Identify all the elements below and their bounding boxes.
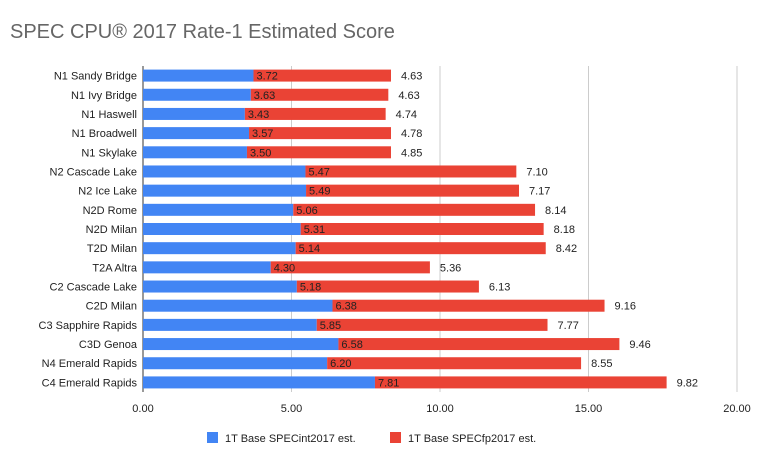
category-label: N1 Broadwell [72, 128, 137, 140]
data-label-specfp: 4.78 [401, 128, 422, 140]
bar-specint [143, 261, 271, 274]
x-tick-label: 20.00 [723, 403, 751, 415]
data-label-specint: 5.18 [300, 282, 321, 294]
bar-specint [143, 146, 247, 159]
data-label-specint: 6.20 [330, 358, 351, 370]
bar-specfp [332, 299, 605, 312]
category-label: N4 Emerald Rapids [42, 358, 138, 370]
bar-specfp [374, 376, 667, 389]
bar-specfp [338, 338, 620, 351]
bar-specint [143, 165, 306, 178]
bar-specint [143, 242, 296, 255]
bar-specfp [246, 146, 391, 159]
category-label: N2 Cascade Lake [50, 166, 137, 178]
x-tick-label: 15.00 [575, 403, 603, 415]
data-label-specfp: 4.85 [401, 147, 422, 159]
category-label: C3 Sapphire Rapids [39, 320, 138, 332]
bar-specfp [327, 357, 582, 370]
data-label-specint: 6.38 [335, 301, 356, 313]
data-label-specint: 6.58 [341, 339, 362, 351]
data-label-specfp: 8.14 [545, 205, 566, 217]
data-label-specint: 3.43 [248, 109, 269, 121]
category-label: C4 Emerald Rapids [42, 377, 138, 389]
data-label-specfp: 8.18 [554, 224, 575, 236]
category-label: N2D Milan [86, 224, 137, 236]
category-label: N1 Skylake [81, 147, 137, 159]
category-label: N1 Sandy Bridge [54, 71, 137, 83]
data-label-specfp: 9.82 [677, 377, 698, 389]
category-label: C2D Milan [86, 301, 137, 313]
category-label: C3D Genoa [79, 339, 138, 351]
bar-specfp [316, 318, 548, 331]
bar-specfp [293, 203, 536, 216]
x-tick-label: 10.00 [426, 403, 454, 415]
bar-specint [143, 69, 254, 82]
data-label-specfp: 9.46 [629, 339, 650, 351]
category-label: C2 Cascade Lake [50, 282, 137, 294]
data-label-specint: 5.47 [308, 166, 329, 178]
x-tick-label: 5.00 [281, 403, 302, 415]
bar-specint [143, 107, 245, 120]
bar-specint [143, 127, 250, 140]
category-label: T2D Milan [87, 243, 137, 255]
legend-label-specfp: 1T Base SPECfp2017 est. [408, 433, 536, 445]
data-label-specfp: 7.10 [526, 166, 547, 178]
legend-label-specint: 1T Base SPECint2017 est. [225, 433, 356, 445]
bar-specfp [300, 223, 544, 235]
data-label-specint: 4.30 [274, 262, 295, 274]
legend-swatch-specfp [390, 432, 401, 443]
bar-specint [143, 338, 339, 351]
category-label: N2D Rome [83, 205, 137, 217]
data-label-specint: 3.63 [254, 90, 275, 102]
bar-specint [143, 280, 297, 293]
legend-swatch-specint [207, 432, 218, 443]
bar-specfp [244, 107, 386, 120]
bar-specint [143, 88, 251, 101]
category-label: N2 Ice Lake [78, 186, 137, 198]
data-label-specint: 5.49 [309, 186, 330, 198]
bar-specfp [270, 261, 430, 274]
bar-specint [143, 203, 294, 216]
data-label-specfp: 7.17 [529, 186, 550, 198]
data-label-specint: 7.81 [378, 377, 399, 389]
data-label-specfp: 9.16 [615, 301, 636, 313]
category-label: N1 Haswell [81, 109, 137, 121]
bar-specint [143, 184, 307, 197]
data-label-specint: 3.57 [252, 128, 273, 140]
data-label-specint: 3.50 [250, 147, 271, 159]
bar-specint [143, 299, 333, 312]
bar-specfp [306, 184, 520, 197]
data-label-specfp: 6.13 [489, 282, 510, 294]
data-label-specfp: 5.36 [440, 262, 461, 274]
data-label-specfp: 4.63 [398, 90, 419, 102]
data-label-specfp: 8.42 [556, 243, 577, 255]
bar-specint [143, 357, 328, 370]
data-label-specint: 5.06 [296, 205, 317, 217]
bar-specfp [253, 69, 391, 82]
bar-specfp [250, 88, 389, 101]
data-label-specint: 5.14 [299, 243, 320, 255]
bar-specfp [249, 127, 391, 140]
data-label-specint: 3.72 [256, 71, 277, 83]
data-label-specfp: 7.77 [558, 320, 579, 332]
category-label: T2A Altra [92, 262, 138, 274]
data-label-specint: 5.31 [304, 224, 325, 236]
x-tick-label: 0.00 [132, 403, 153, 415]
bar-specfp [295, 242, 546, 255]
data-label-specint: 5.85 [320, 320, 341, 332]
category-label: N1 Ivy Bridge [71, 90, 137, 102]
bar-specint [143, 318, 317, 331]
bar-specint [143, 223, 301, 235]
bar-specint [143, 376, 375, 389]
bar-specfp [296, 280, 479, 293]
data-label-specfp: 4.74 [396, 109, 417, 121]
data-label-specfp: 4.63 [401, 71, 422, 83]
data-label-specfp: 8.55 [591, 358, 612, 370]
bar-specfp [305, 165, 517, 178]
chart-title: SPEC CPU® 2017 Rate-1 Estimated Score [10, 21, 395, 43]
